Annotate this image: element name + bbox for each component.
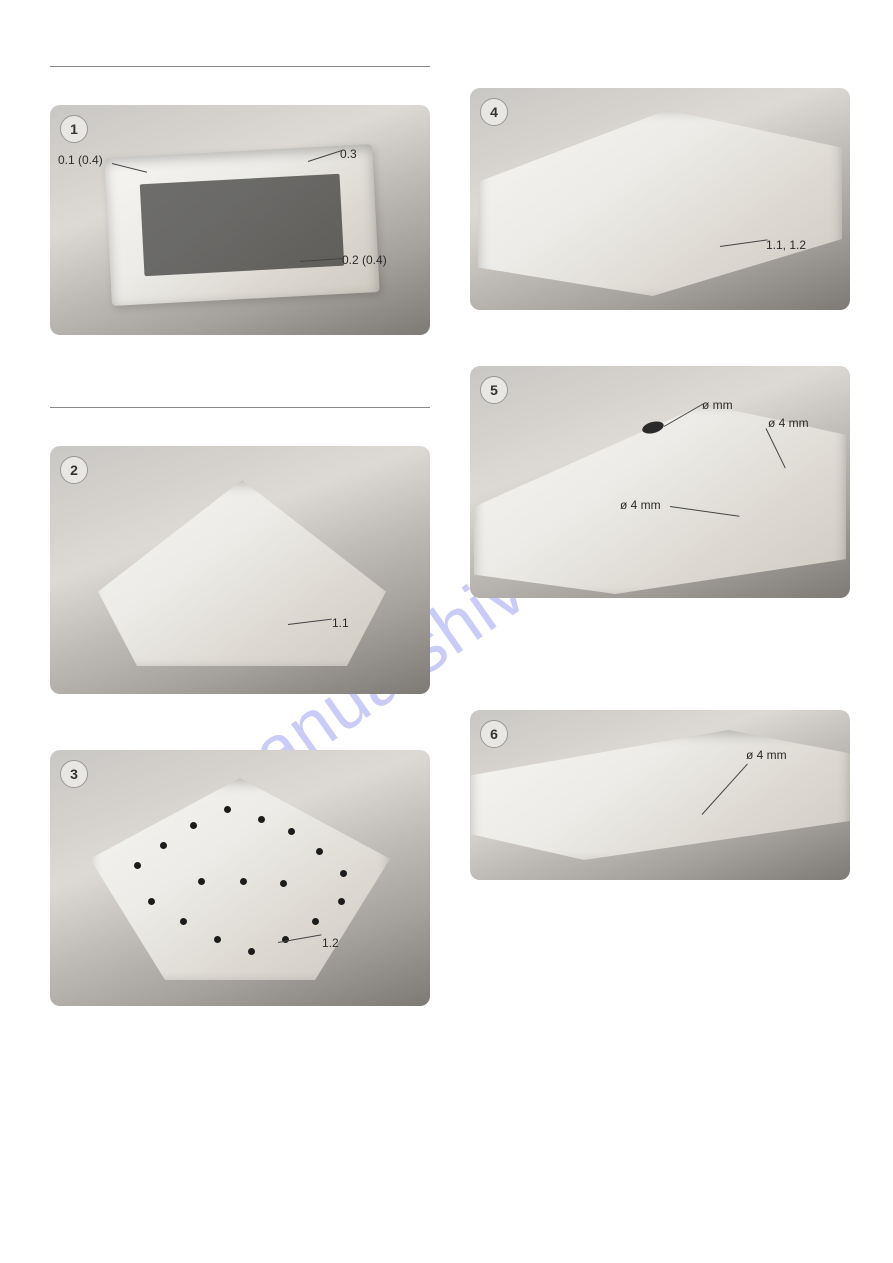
figure-6: 6 ø 4 mm xyxy=(470,710,850,880)
figure-1-model xyxy=(104,144,379,306)
figure-6-badge: 6 xyxy=(480,720,508,748)
figure-6-model xyxy=(470,730,850,860)
right-column: 4 1.1, 1.2 5 ø mm ø 4 mm ø 4 mm 6 ø 4 mm xyxy=(470,60,850,1223)
figure-6-annot-a: ø 4 mm xyxy=(746,748,787,762)
divider-mid-left xyxy=(50,407,430,408)
figure-1-badge: 1 xyxy=(60,115,88,143)
figure-5-annot-b: ø 4 mm xyxy=(768,416,809,430)
figure-4-annot-a: 1.1, 1.2 xyxy=(766,238,806,252)
figure-4-badge: 4 xyxy=(480,98,508,126)
figure-2-annot-a: 1.1 xyxy=(332,616,349,630)
figure-5-badge: 5 xyxy=(480,376,508,404)
figure-3-holes xyxy=(90,778,390,980)
figure-3-badge: 3 xyxy=(60,760,88,788)
figure-5: 5 ø mm ø 4 mm ø 4 mm xyxy=(470,366,850,598)
divider-top-left xyxy=(50,66,430,67)
figure-5-annot-a: ø mm xyxy=(702,398,733,412)
figure-3-annot-a: 1.2 xyxy=(322,936,339,950)
figure-4: 4 1.1, 1.2 xyxy=(470,88,850,310)
figure-5-annot-c: ø 4 mm xyxy=(620,498,661,512)
figure-1: 1 0.1 (0.4) 0.3 0.2 (0.4) xyxy=(50,105,430,335)
figure-2-badge: 2 xyxy=(60,456,88,484)
figure-1-annot-b: 0.3 xyxy=(340,147,357,161)
left-column: 1 0.1 (0.4) 0.3 0.2 (0.4) 2 1.1 xyxy=(50,60,430,1223)
figure-2: 2 1.1 xyxy=(50,446,430,694)
page: manualshive.com 1 0.1 (0.4) 0.3 0.2 (0.4… xyxy=(0,0,893,1263)
figure-1-annot-a: 0.1 (0.4) xyxy=(58,153,103,167)
figure-4-model xyxy=(478,106,842,296)
figure-3: 3 1.2 xyxy=(50,750,430,1006)
figure-1-annot-c: 0.2 (0.4) xyxy=(342,253,387,267)
figure-2-model xyxy=(92,480,392,666)
